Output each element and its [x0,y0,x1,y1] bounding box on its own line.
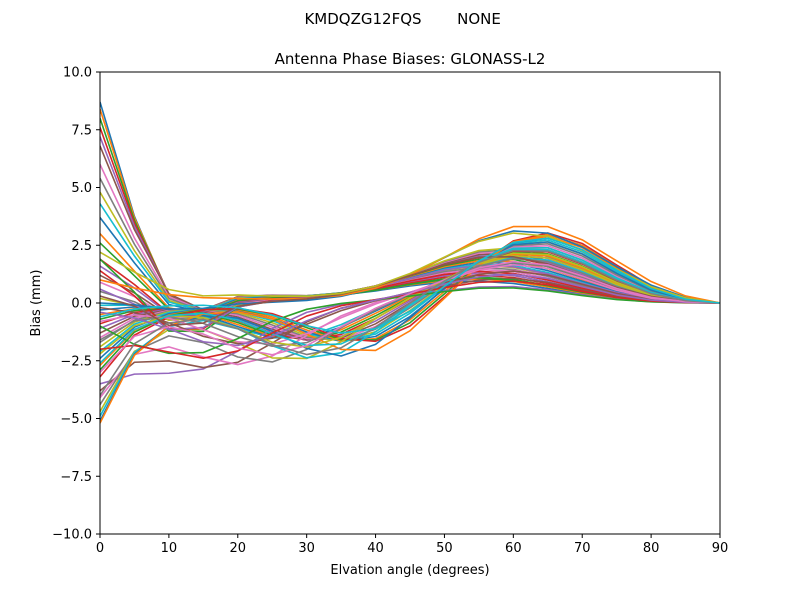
series-line [100,264,720,331]
y-axis-ticks: 10.0 7.5 5.0 2.5 0.0 −2.5 −5.0 −7.5 −10.0 [52,66,100,543]
chart-title: Antenna Phase Biases: GLONASS-L2 [275,50,546,68]
series-line [100,287,720,355]
series-line [100,246,720,364]
x-tick-label: 20 [230,541,247,556]
x-tick-label: 0 [96,541,104,556]
y-tick-label: −10.0 [52,528,92,543]
y-tick-label: −5.0 [60,412,92,427]
series-line [100,252,720,355]
x-axis-ticks: 0 10 20 30 40 50 60 70 80 90 [96,534,728,556]
y-tick-label: 7.5 [71,123,92,138]
y-tick-label: −7.5 [60,470,92,485]
x-tick-label: 10 [161,541,178,556]
y-tick-label: 2.5 [71,239,92,254]
series-line [100,249,720,396]
series-line [100,232,720,378]
y-axis-label: Bias (mm) [29,270,44,337]
x-axis-label: Elvation angle (degrees) [330,563,489,578]
y-tick-label: 10.0 [63,66,92,81]
y-tick-label: 5.0 [71,181,92,196]
series-layer [100,101,720,424]
x-tick-label: 80 [643,541,660,556]
suptitle-left: KMDQZG12FQS [304,10,421,28]
y-tick-label: −2.5 [60,354,92,369]
y-tick-label: 0.0 [71,297,92,312]
series-line [100,237,720,334]
x-tick-label: 60 [505,541,522,556]
x-tick-label: 30 [298,541,315,556]
x-tick-label: 50 [436,541,453,556]
series-line [100,241,720,422]
x-tick-label: 70 [574,541,591,556]
x-tick-label: 90 [712,541,729,556]
suptitle-right: NONE [457,10,501,28]
series-line [100,273,720,347]
x-tick-label: 40 [367,541,384,556]
series-line [100,260,720,373]
